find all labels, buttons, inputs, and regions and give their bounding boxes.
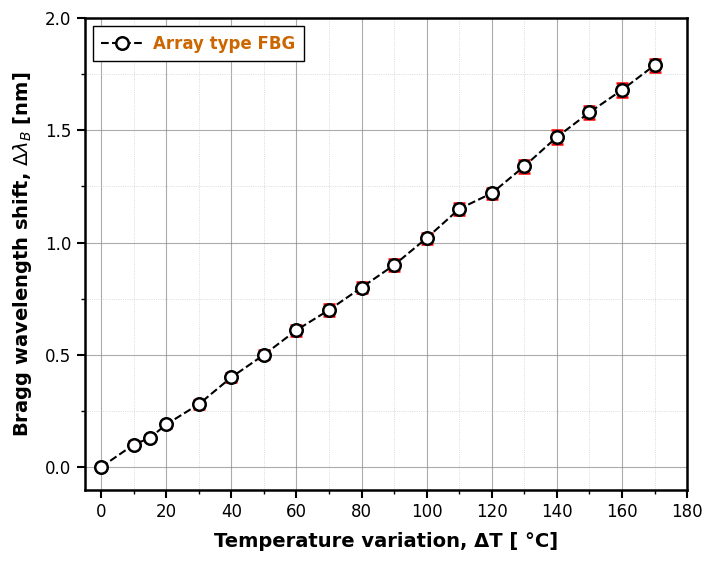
- X-axis label: Temperature variation, ΔT [ °C]: Temperature variation, ΔT [ °C]: [214, 532, 558, 551]
- Legend: Array type FBG: Array type FBG: [93, 26, 303, 61]
- Y-axis label: Bragg wavelength shift, $\Delta\lambda_B$ [nm]: Bragg wavelength shift, $\Delta\lambda_B…: [11, 71, 34, 437]
